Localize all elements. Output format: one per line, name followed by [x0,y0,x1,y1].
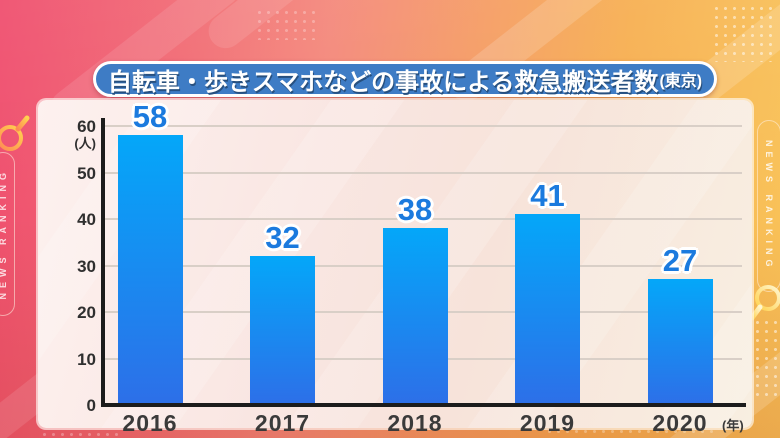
y-tick-label: 40 [77,210,96,229]
dot-grid [753,318,779,402]
x-tick-label: 2016 [122,410,178,436]
bar-value-label: 41 [530,178,565,214]
gridline [105,171,742,174]
y-tick-label: 50 [77,163,96,183]
y-tick-label: 10 [77,349,96,369]
y-axis-unit-label: (人) [74,136,96,151]
bar [250,256,315,405]
gridline [105,218,742,220]
title-banner: 自転車・歩きスマホなどの事故による救急搬送者数 (東京) [93,61,717,97]
page-title-suffix: (東京) [659,73,703,90]
x-tick-label: 2018 [387,410,443,436]
news-ranking-label-left: NEWS RANKING [0,168,8,300]
magnifier-icon-left [0,115,30,151]
chart-panel: 58 2016 32 2017 38 2018 41 2019 27 2020 (年) 0 10 20 3… [38,99,752,435]
bar [647,279,713,405]
page-title: 自転車・歩きスマホなどの事故による救急搬送者数 [107,68,659,96]
y-axis-line [101,118,105,407]
x-axis-unit-label: (年) [722,418,744,433]
bar-value-label: 58 [132,99,168,135]
x-tick-label: 2017 [254,410,311,436]
bar-value-label: 32 [265,220,300,256]
y-tick-label: 60 [77,117,96,136]
bar-value-label: 38 [397,192,433,228]
dot-grid [40,430,118,438]
news-ranking-label-right: NEWS RANKING [764,140,774,272]
dot-grid [545,427,715,438]
bar [382,228,448,405]
news-ranking-pill-left: NEWS RANKING [0,152,15,316]
bar-value-label: 27 [662,243,698,279]
x-tick-label: 2019 [519,410,576,436]
magnifier-icon-right [749,285,780,321]
y-tick-label: 20 [77,303,96,322]
y-tick-label: 30 [77,256,96,276]
bar [515,214,580,405]
x-tick-label: 2020 [652,410,708,436]
dot-grid [255,8,317,40]
y-tick-label: 0 [86,396,96,415]
news-ranking-pill-right: NEWS RANKING [757,120,780,292]
dot-grid [712,4,778,62]
plot-area: 58 2016 32 2017 38 2018 41 2019 27 2020 (年) [101,99,746,435]
gridline [105,125,742,127]
bar [117,135,183,405]
x-axis-line [101,403,746,407]
